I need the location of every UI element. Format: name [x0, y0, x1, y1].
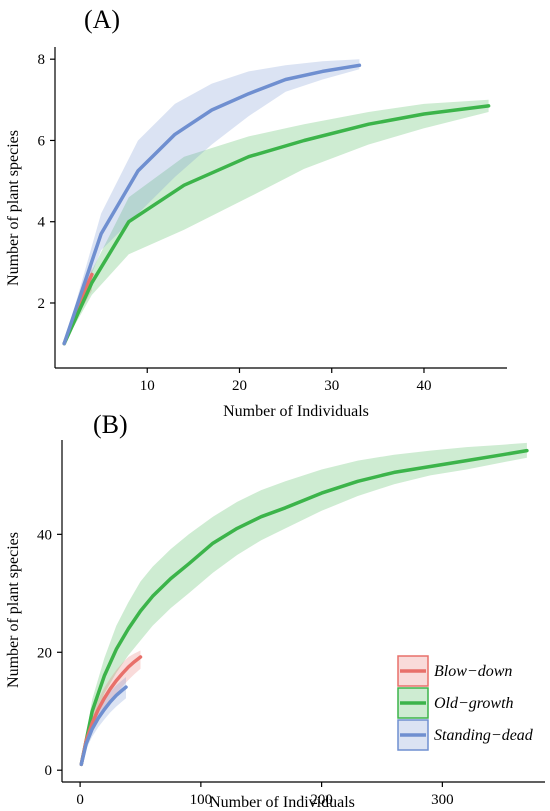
panel-b-x-tick-label: 0	[76, 792, 84, 808]
panel-a-x-tick-label: 40	[416, 378, 431, 394]
panel-b-x-axis-title: Number of Individuals	[209, 794, 355, 811]
panel-a-y-tick-label: 2	[38, 296, 46, 312]
panel-a-x-tick-label: 10	[140, 378, 155, 394]
panel-b: (B) 0 100 200 300 0 20 40 Number of Individual…	[5, 410, 545, 811]
panel-a-y-tick-label: 8	[38, 52, 46, 68]
legend-item-standing-dead: Standing−dead	[397, 719, 534, 751]
panel-b-standing-dead-line	[79, 685, 128, 767]
panel-b-y-tick-label: 20	[37, 645, 52, 661]
panel-a-x-tick-label: 30	[324, 378, 339, 394]
legend-label: Old−growth	[434, 695, 514, 712]
panel-a-x-tick-label: 20	[232, 378, 247, 394]
panel-a-standing-dead-band	[64, 59, 360, 344]
panel-b-y-axis-title: Number of plant species	[5, 532, 22, 688]
panel-a-y-tick-label: 6	[38, 133, 46, 149]
panel-a-y-axis-title: Number of plant species	[5, 130, 22, 286]
panel-b-legend: Blow−down Old−growth Standing−dead	[397, 655, 534, 751]
panel-b-lines	[79, 448, 529, 767]
legend-item-old-growth: Old−growth	[397, 687, 514, 719]
panel-b-y-tick-label: 40	[37, 527, 52, 543]
panel-b-blow-down-line	[79, 655, 143, 767]
panel-b-ticks: 0 100 200 300 0 20 40	[37, 527, 454, 808]
panel-b-blow-down-band	[81, 650, 141, 765]
panel-a-ticks: 10 20 30 40 2 4 6 8	[38, 52, 432, 394]
panel-a-label: (A)	[84, 5, 120, 34]
panel-a-standing-dead-line	[62, 63, 362, 346]
panel-a-x-axis-title: Number of Individuals	[223, 403, 369, 420]
panel-b-old-growth-band	[81, 442, 527, 765]
panel-a-bands	[64, 59, 489, 344]
panel-b-label: (B)	[93, 410, 128, 439]
panel-a-y-tick-label: 4	[38, 215, 46, 231]
panel-b-x-tick-label: 100	[190, 792, 213, 808]
legend-label: Standing−dead	[434, 727, 534, 744]
legend-label: Blow−down	[434, 663, 512, 680]
panel-a-old-growth-line	[62, 104, 491, 346]
panel-b-x-tick-label: 300	[431, 792, 454, 808]
panel-b-y-tick-label: 0	[45, 763, 53, 779]
panel-b-old-growth-line	[79, 448, 529, 767]
panel-a-lines	[62, 63, 491, 346]
panel-a: (A) 10 20 30 40 2 4 6 8 Number of Individuals N…	[5, 5, 507, 420]
panel-b-x-tick-label: 200	[310, 792, 333, 808]
legend-item-blow-down: Blow−down	[397, 655, 512, 687]
